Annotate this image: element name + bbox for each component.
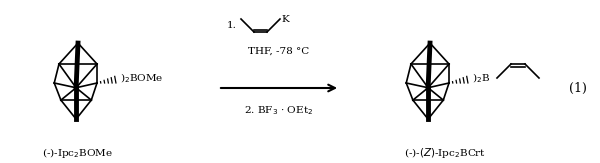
Text: )$_2$BOMe: )$_2$BOMe [120,71,163,85]
Text: 2. BF$_3$ · OEt$_2$: 2. BF$_3$ · OEt$_2$ [244,105,314,117]
Text: K: K [281,15,289,23]
Text: (-)-Ipc$_2$BOMe: (-)-Ipc$_2$BOMe [43,146,113,160]
Text: THF, -78 °C: THF, -78 °C [248,46,310,55]
Text: )$_2$B: )$_2$B [472,71,490,85]
Text: 1.: 1. [227,21,237,30]
Text: (-)-$(Z)$-Ipc$_2$BCrt: (-)-$(Z)$-Ipc$_2$BCrt [404,146,486,160]
Text: (1): (1) [569,82,587,95]
